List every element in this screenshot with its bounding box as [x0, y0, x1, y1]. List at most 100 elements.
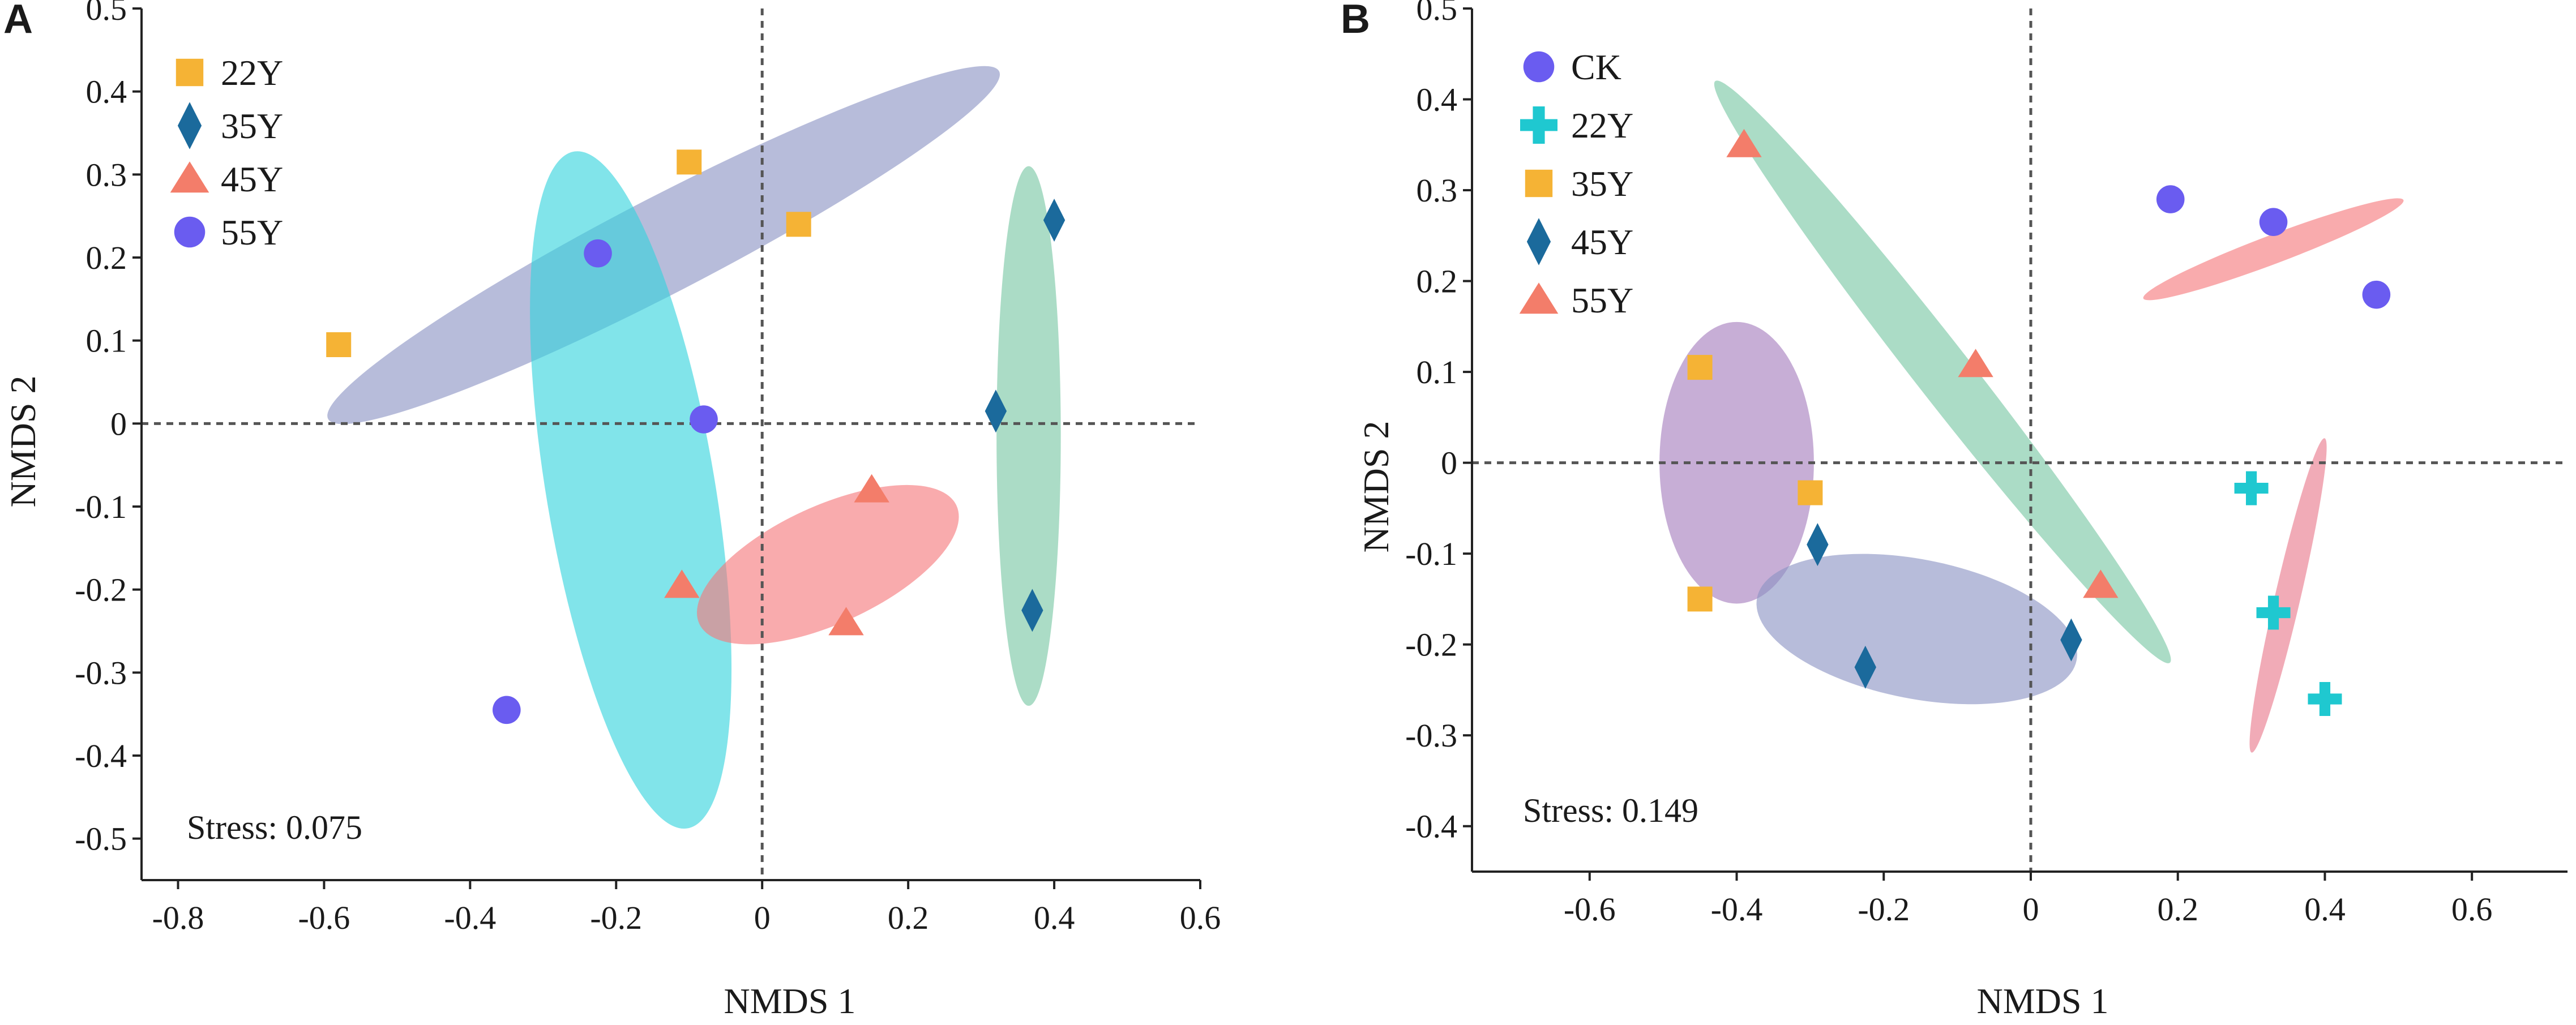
y-tick-label: -0.4	[75, 737, 127, 774]
x-tick-label: 0	[754, 899, 771, 936]
stress-label: Stress: 0.149	[1523, 792, 1698, 829]
y-tick-label: -0.2	[75, 572, 127, 608]
panel-b: 0.5 0.4 0.3 0.2 0.1 0 -0.1 -0.2 -0.3 -0.4 -0.6 -0.4…	[1341, 0, 2568, 1021]
legend-label-22y: 22Y	[1571, 105, 1633, 145]
x-tick-label: 0	[2022, 891, 2039, 928]
y-tick-label: 0.2	[1417, 263, 1458, 300]
x-tick-label: 0.6	[1180, 899, 1221, 936]
point-ck	[2362, 280, 2391, 309]
point-45y	[828, 607, 864, 636]
point-22y	[786, 212, 811, 237]
x-tick-label: 0.4	[1034, 899, 1075, 936]
x-tick-label: -0.2	[1858, 891, 1910, 928]
panel-letter: B	[1341, 0, 1370, 42]
legend-label-35y: 35Y	[1571, 164, 1633, 204]
point-35y	[1798, 480, 1823, 505]
y-tick-label: 0.4	[1417, 82, 1458, 118]
x-axis-title: NMDS 1	[1977, 981, 2109, 1021]
y-axis-title: NMDS 2	[1356, 421, 1396, 553]
y-tick-label: -0.5	[75, 821, 127, 857]
confidence-ellipse-45y	[1756, 554, 2077, 705]
point-45y	[1807, 523, 1829, 567]
confidence-ellipse-ck	[2143, 198, 2404, 301]
legend-marker-45y	[1526, 218, 1551, 265]
x-axis-title: NMDS 1	[724, 981, 856, 1021]
legend: CK 22Y 35Y 45Y 55Y	[1519, 47, 1633, 320]
x-tick-label: -0.8	[152, 899, 204, 936]
point-35y	[1687, 355, 1713, 380]
point-35y	[1687, 586, 1713, 612]
y-tick-label: 0	[110, 405, 127, 442]
y-tick-label: 0.5	[1417, 0, 1458, 27]
x-tick-label: -0.4	[1711, 891, 1763, 928]
point-45y	[854, 474, 889, 503]
point-45y	[1854, 645, 1876, 689]
legend-marker-ck	[1523, 51, 1555, 83]
point-55y	[1958, 349, 1993, 378]
y-tick-label: 0.1	[86, 323, 127, 359]
x-tick-label: 0.2	[888, 899, 929, 936]
stress-label: Stress: 0.075	[187, 809, 362, 846]
x-tick-label: 0.6	[2451, 891, 2493, 928]
point-55y	[1726, 128, 1762, 157]
y-axis-title: NMDS 2	[3, 376, 43, 508]
legend: 22Y 35Y 45Y 55Y	[170, 53, 283, 252]
legend-label-45y: 45Y	[221, 159, 283, 199]
point-55y	[2083, 569, 2119, 598]
y-tick-label: 0.1	[1417, 354, 1458, 391]
y-tick-label: 0.5	[86, 0, 127, 27]
legend-label-55y: 55Y	[1571, 280, 1633, 320]
x-tick-label: -0.6	[298, 899, 350, 936]
legend-label-22y: 22Y	[221, 53, 283, 93]
y-tick-label: -0.3	[1405, 717, 1457, 754]
point-ck	[2259, 208, 2288, 237]
x-tick-label: -0.4	[444, 899, 496, 936]
x-tick-label: 0.2	[2157, 891, 2198, 928]
legend-marker-55y	[174, 216, 206, 248]
point-22y	[2256, 595, 2291, 630]
point-35y	[1043, 199, 1066, 242]
confidence-ellipse-35y	[996, 166, 1061, 706]
y-tick-label: -0.1	[1405, 535, 1457, 572]
legend-marker-22y	[1520, 106, 1557, 144]
legend-marker-35y	[177, 102, 202, 149]
legend-marker-22y	[176, 58, 204, 87]
x-tick-label: -0.2	[590, 899, 642, 936]
point-22y	[677, 149, 702, 175]
point-55y	[493, 696, 521, 724]
point-55y	[690, 405, 718, 434]
legend-marker-55y	[1519, 282, 1559, 314]
point-22y	[2308, 682, 2342, 716]
y-tick-label: 0	[1441, 445, 1457, 482]
point-45y	[2060, 618, 2082, 662]
y-tick-label: -0.3	[75, 654, 127, 691]
legend-marker-35y	[1525, 169, 1553, 198]
y-tick-label: 0.4	[86, 74, 127, 110]
panel-a: 0.5 0.4 0.3 0.2 0.1 0 -0.1 -0.2 -0.3 -0.4 -0.5 -0.8…	[3, 0, 1221, 1021]
confidence-ellipse-55y	[1714, 80, 2171, 663]
confidence-ellipse-45y	[696, 484, 959, 645]
y-tick-label: -0.1	[75, 488, 127, 525]
point-22y	[326, 332, 352, 357]
legend-label-35y: 35Y	[221, 106, 283, 146]
x-tick-label: 0.4	[2304, 891, 2346, 928]
point-22y	[2234, 471, 2269, 505]
confidence-ellipse-55y	[530, 151, 732, 829]
panel-letter: A	[3, 0, 33, 42]
y-tick-label: 0.2	[86, 239, 127, 276]
x-tick-label: -0.6	[1564, 891, 1616, 928]
point-35y	[1021, 589, 1043, 632]
point-55y	[584, 239, 612, 268]
y-tick-label: 0.3	[1417, 172, 1458, 209]
point-45y	[664, 569, 700, 598]
legend-label-55y: 55Y	[221, 212, 283, 252]
confidence-ellipse-22y	[2249, 438, 2327, 753]
y-tick-label: -0.4	[1405, 808, 1457, 845]
y-tick-label: 0.3	[86, 156, 127, 193]
legend-label-45y: 45Y	[1571, 222, 1633, 262]
confidence-ellipse-22y	[327, 66, 1000, 424]
point-35y	[985, 389, 1007, 433]
legend-marker-45y	[170, 161, 209, 193]
point-ck	[2156, 185, 2185, 213]
